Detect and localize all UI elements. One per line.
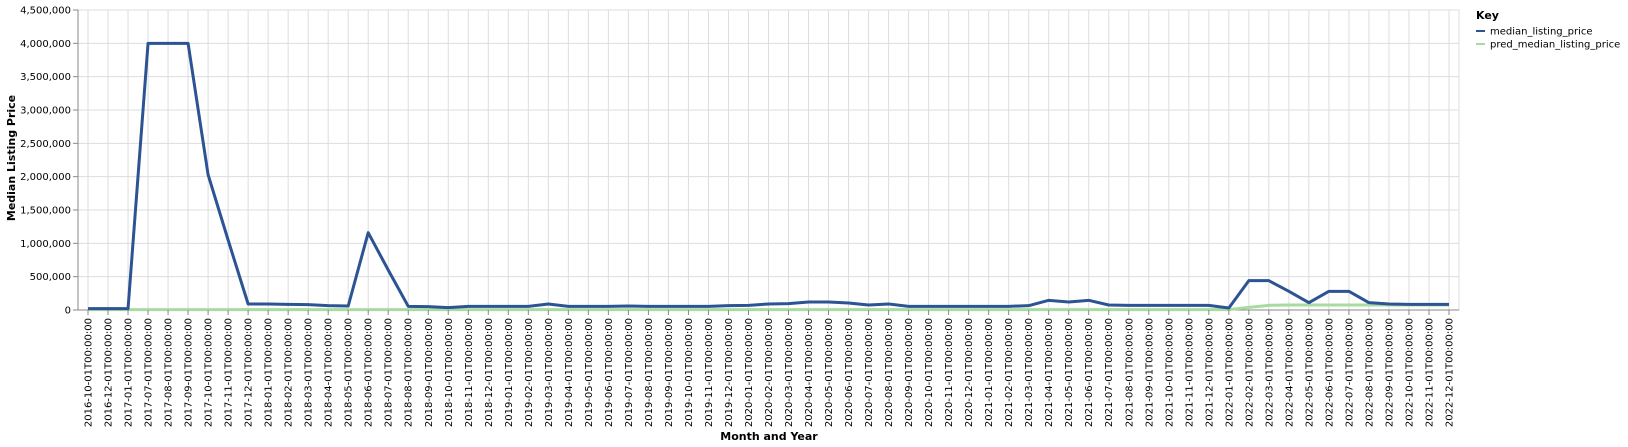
legend-title: Key bbox=[1476, 9, 1499, 22]
x-tick-label: 2017-10-01T00:00:00 bbox=[204, 318, 215, 427]
x-tick-label: 2017-09-01T00:00:00 bbox=[184, 318, 195, 427]
legend-label: pred_median_listing_price bbox=[1490, 40, 1620, 51]
x-tick-label: 2018-10-01T00:00:00 bbox=[444, 318, 455, 427]
series-line-pred_median_listing_price bbox=[88, 303, 1449, 312]
y-tick-label: 4,000,000 bbox=[20, 39, 71, 50]
x-tick-label: 2020-12-01T00:00:00 bbox=[964, 318, 975, 427]
y-tick-label: 2,500,000 bbox=[20, 139, 71, 150]
y-tick-label: 0 bbox=[65, 306, 71, 317]
x-tick-label: 2020-10-01T00:00:00 bbox=[924, 318, 935, 427]
y-tick-label: 3,500,000 bbox=[20, 72, 71, 83]
x-tick-label: 2020-01-01T00:00:00 bbox=[744, 318, 755, 427]
y-tick-label: 500,000 bbox=[30, 272, 71, 283]
x-tick-label: 2020-03-01T00:00:00 bbox=[784, 318, 795, 427]
x-tick-label: 2021-08-01T00:00:00 bbox=[1124, 318, 1135, 427]
x-tick-label: 2020-06-01T00:00:00 bbox=[844, 318, 855, 427]
legend-label: median_listing_price bbox=[1490, 27, 1593, 38]
x-tick-label: 2019-12-01T00:00:00 bbox=[724, 318, 735, 427]
x-tick-label: 2020-09-01T00:00:00 bbox=[904, 318, 915, 427]
x-tick-label: 2019-09-01T00:00:00 bbox=[664, 318, 675, 427]
x-tick-label: 2020-05-01T00:00:00 bbox=[824, 318, 835, 427]
x-tick-label: 2018-07-01T00:00:00 bbox=[384, 318, 395, 427]
x-tick-label: 2019-04-01T00:00:00 bbox=[564, 318, 575, 427]
x-tick-label: 2018-12-01T00:00:00 bbox=[484, 318, 495, 427]
x-tick-label: 2019-07-01T00:00:00 bbox=[624, 318, 635, 427]
x-tick-label: 2017-12-01T00:00:00 bbox=[244, 318, 255, 427]
x-tick-label: 2019-03-01T00:00:00 bbox=[544, 318, 555, 427]
x-tick-label: 2022-08-01T00:00:00 bbox=[1364, 318, 1375, 427]
x-tick-label: 2020-11-01T00:00:00 bbox=[944, 318, 955, 427]
x-tick-label: 2017-07-01T00:00:00 bbox=[144, 318, 155, 427]
x-tick-label: 2022-06-01T00:00:00 bbox=[1324, 318, 1335, 427]
x-tick-label: 2021-07-01T00:00:00 bbox=[1104, 318, 1115, 427]
x-tick-label: 2022-11-01T00:00:00 bbox=[1424, 318, 1435, 427]
x-tick-label: 2019-10-01T00:00:00 bbox=[684, 318, 695, 427]
x-tick-label: 2022-07-01T00:00:00 bbox=[1344, 318, 1355, 427]
x-tick-label: 2021-01-01T00:00:00 bbox=[984, 318, 995, 427]
x-tick-label: 2022-05-01T00:00:00 bbox=[1304, 318, 1315, 427]
y-tick-label: 3,000,000 bbox=[20, 106, 71, 117]
series-line-median_listing_price bbox=[88, 41, 1449, 311]
x-tick-label: 2018-11-01T00:00:00 bbox=[464, 318, 475, 427]
x-tick-label: 2017-11-01T00:00:00 bbox=[224, 318, 235, 427]
x-tick-label: 2019-01-01T00:00:00 bbox=[504, 318, 515, 427]
x-tick-label: 2017-08-01T00:00:00 bbox=[164, 318, 175, 427]
x-axis-ticks: 2016-10-01T00:00:00 2016-12-01T00:00:00 20… bbox=[84, 310, 1455, 427]
series-lines bbox=[88, 41, 1449, 312]
y-axis-title: Median Listing Price bbox=[5, 95, 18, 221]
x-tick-label: 2019-08-01T00:00:00 bbox=[644, 318, 655, 427]
x-tick-label: 2018-03-01T00:00:00 bbox=[304, 318, 315, 427]
x-tick-label: 2019-05-01T00:00:00 bbox=[584, 318, 595, 427]
legend: Key median_listing_price pred_median_list… bbox=[1476, 9, 1620, 51]
x-tick-label: 2021-02-01T00:00:00 bbox=[1004, 318, 1015, 427]
x-tick-label: 2018-08-01T00:00:00 bbox=[404, 318, 415, 427]
x-tick-label: 2021-09-01T00:00:00 bbox=[1144, 318, 1155, 427]
y-axis-ticks: 0 500,000 1,000,000 1,500,000 2,000,000 2,500… bbox=[20, 6, 78, 317]
x-tick-label: 2019-02-01T00:00:00 bbox=[524, 318, 535, 427]
y-tick-label: 1,000,000 bbox=[20, 239, 71, 250]
x-tick-label: 2020-08-01T00:00:00 bbox=[884, 318, 895, 427]
x-tick-label: 2020-02-01T00:00:00 bbox=[764, 318, 775, 427]
y-tick-label: 2,000,000 bbox=[20, 172, 71, 183]
x-tick-label: 2020-04-01T00:00:00 bbox=[804, 318, 815, 427]
x-tick-label: 2018-02-01T00:00:00 bbox=[284, 318, 295, 427]
y-tick-label: 1,500,000 bbox=[20, 206, 71, 217]
x-tick-label: 2021-04-01T00:00:00 bbox=[1044, 318, 1055, 427]
x-tick-label: 2018-05-01T00:00:00 bbox=[344, 318, 355, 427]
x-tick-label: 2018-06-01T00:00:00 bbox=[364, 318, 375, 427]
x-tick-label: 2022-09-01T00:00:00 bbox=[1384, 318, 1395, 427]
x-tick-label: 2021-05-01T00:00:00 bbox=[1064, 318, 1075, 427]
x-tick-label: 2018-01-01T00:00:00 bbox=[264, 318, 275, 427]
x-tick-label: 2021-03-01T00:00:00 bbox=[1024, 318, 1035, 427]
x-tick-label: 2016-10-01T00:00:00 bbox=[84, 318, 95, 427]
x-tick-label: 2017-01-01T00:00:00 bbox=[124, 318, 135, 427]
x-tick-label: 2021-10-01T00:00:00 bbox=[1164, 318, 1175, 427]
y-tick-label: 4,500,000 bbox=[20, 6, 71, 17]
x-tick-label: 2021-11-01T00:00:00 bbox=[1184, 318, 1195, 427]
grid-lines bbox=[78, 9, 1459, 311]
x-tick-label: 2020-07-01T00:00:00 bbox=[864, 318, 875, 427]
x-tick-label: 2022-12-01T00:00:00 bbox=[1444, 318, 1455, 427]
x-tick-label: 2019-06-01T00:00:00 bbox=[604, 318, 615, 427]
x-tick-label: 2021-12-01T00:00:00 bbox=[1204, 318, 1215, 427]
x-tick-label: 2021-06-01T00:00:00 bbox=[1084, 318, 1095, 427]
x-tick-label: 2018-09-01T00:00:00 bbox=[424, 318, 435, 427]
x-tick-label: 2022-03-01T00:00:00 bbox=[1264, 318, 1275, 427]
x-tick-label: 2016-12-01T00:00:00 bbox=[104, 318, 115, 427]
x-tick-label: 2019-11-01T00:00:00 bbox=[704, 318, 715, 427]
x-tick-label: 2022-01-01T00:00:00 bbox=[1224, 318, 1235, 427]
x-tick-label: 2022-02-01T00:00:00 bbox=[1244, 318, 1255, 427]
x-axis-title: Month and Year bbox=[720, 430, 818, 443]
x-tick-label: 2022-10-01T00:00:00 bbox=[1404, 318, 1415, 427]
x-tick-label: 2022-04-01T00:00:00 bbox=[1284, 318, 1295, 427]
x-tick-label: 2018-04-01T00:00:00 bbox=[324, 318, 335, 427]
